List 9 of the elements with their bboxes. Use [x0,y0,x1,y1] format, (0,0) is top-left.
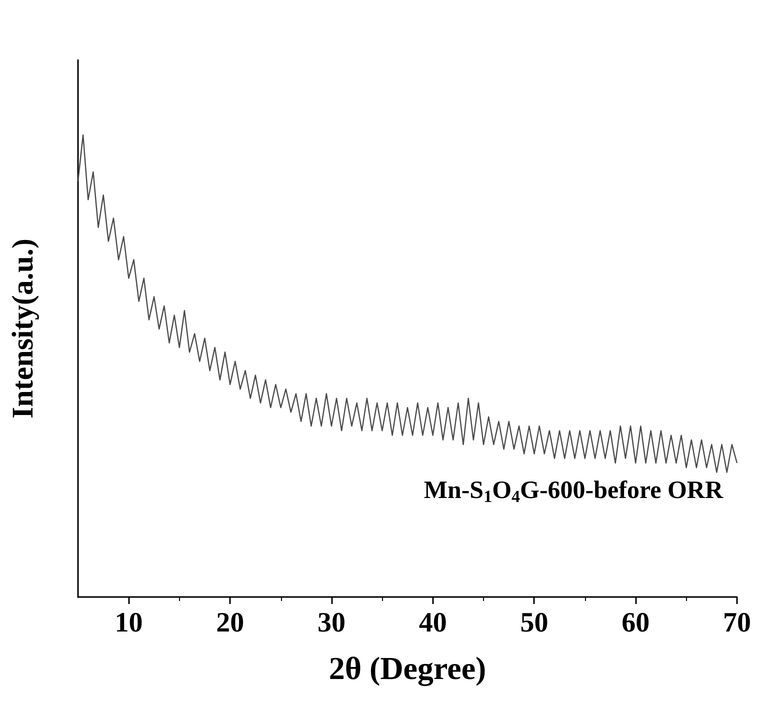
x-tick-label: 50 [520,608,548,638]
x-axis-title: 2θ (Degree) [328,650,486,687]
x-tick-label: 70 [723,608,751,638]
x-tick-label: 40 [418,608,447,638]
y-axis-title: Intensity(a.u.) [6,238,40,419]
x-tick-label: 10 [114,608,143,638]
x-tick-label: 30 [317,608,346,638]
x-tick-label: 60 [622,608,650,638]
x-tick-label: 20 [216,608,244,638]
